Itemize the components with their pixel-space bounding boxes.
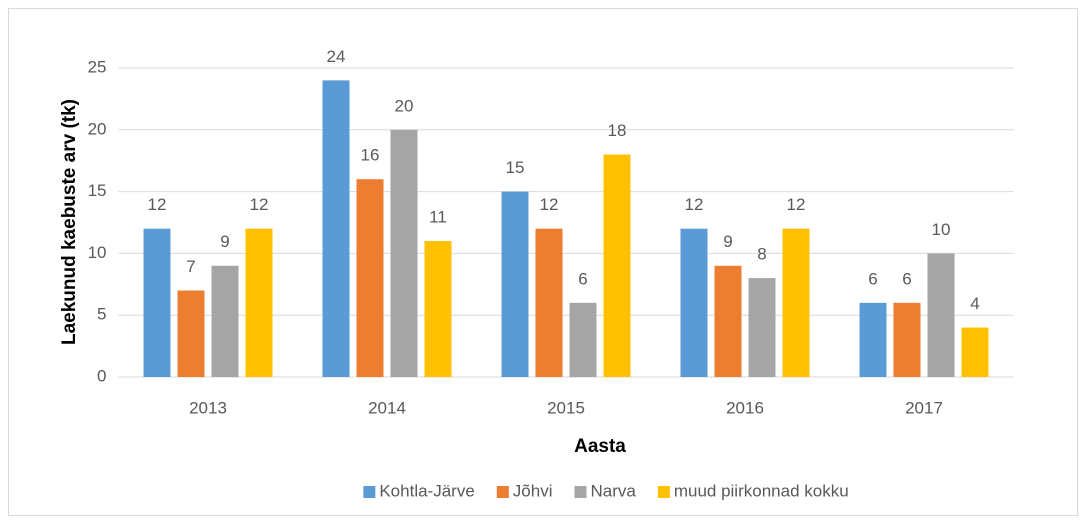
data-label: 10 bbox=[932, 220, 951, 239]
legend-swatch bbox=[363, 486, 376, 498]
bar bbox=[859, 302, 887, 377]
bar bbox=[211, 265, 239, 377]
bar bbox=[390, 129, 418, 377]
data-label: 6 bbox=[868, 269, 877, 288]
bar bbox=[782, 228, 810, 377]
bar bbox=[356, 179, 384, 377]
bar bbox=[424, 241, 452, 377]
y-tick-label: 0 bbox=[97, 366, 106, 385]
bar bbox=[714, 265, 742, 377]
data-label: 12 bbox=[540, 195, 559, 214]
y-tick-label: 5 bbox=[97, 305, 106, 324]
y-tick-label: 25 bbox=[88, 57, 107, 76]
data-label: 12 bbox=[250, 195, 269, 214]
data-label: 8 bbox=[757, 245, 766, 264]
bar bbox=[680, 228, 708, 377]
bar bbox=[961, 327, 989, 377]
data-label: 6 bbox=[902, 269, 911, 288]
legend-label: Narva bbox=[590, 481, 636, 500]
data-label: 18 bbox=[608, 121, 627, 140]
bar bbox=[501, 191, 529, 377]
legend-swatch bbox=[496, 486, 509, 498]
bar bbox=[893, 302, 921, 377]
bar bbox=[245, 228, 273, 377]
x-tick-label: 2017 bbox=[905, 398, 943, 417]
data-label: 12 bbox=[148, 195, 167, 214]
x-tick-label: 2013 bbox=[189, 398, 227, 417]
legend-swatch bbox=[574, 486, 587, 498]
data-label: 12 bbox=[787, 195, 806, 214]
bar bbox=[143, 228, 171, 377]
bar bbox=[322, 80, 350, 378]
bar bbox=[177, 290, 205, 377]
legend-label: Jõhvi bbox=[513, 481, 553, 500]
x-tick-label: 2014 bbox=[368, 398, 406, 417]
legend-swatch bbox=[657, 486, 670, 498]
legend-label: Kohtla-Järve bbox=[379, 481, 474, 500]
data-label: 24 bbox=[327, 47, 346, 66]
bar bbox=[535, 228, 563, 377]
y-axis-title: Laekunud kaebuste arv (tk) bbox=[59, 99, 80, 345]
bar bbox=[569, 302, 597, 377]
data-label: 15 bbox=[506, 158, 525, 177]
x-axis-title: Aasta bbox=[574, 436, 626, 457]
bar bbox=[927, 253, 955, 377]
data-label: 4 bbox=[970, 294, 979, 313]
x-tick-label: 2015 bbox=[547, 398, 585, 417]
y-tick-label: 20 bbox=[88, 119, 107, 138]
data-label: 11 bbox=[429, 208, 447, 227]
y-tick-label: 15 bbox=[88, 181, 107, 200]
data-label: 6 bbox=[578, 269, 587, 288]
data-label: 7 bbox=[186, 257, 195, 276]
data-label: 20 bbox=[395, 96, 414, 115]
legend-label: muud piirkonnad kokku bbox=[674, 481, 849, 500]
bar bbox=[603, 154, 631, 377]
bar bbox=[748, 278, 776, 377]
data-label: 12 bbox=[685, 195, 704, 214]
data-label: 9 bbox=[220, 232, 229, 251]
x-tick-label: 2016 bbox=[726, 398, 764, 417]
data-label: 16 bbox=[361, 146, 380, 165]
y-tick-label: 10 bbox=[88, 243, 107, 262]
data-label: 9 bbox=[723, 232, 732, 251]
